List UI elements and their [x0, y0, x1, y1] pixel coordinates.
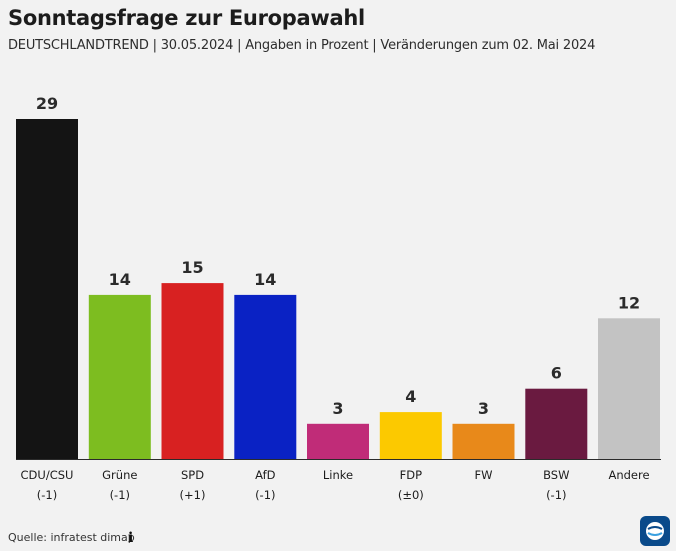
category-label: FDP	[400, 468, 422, 482]
change-label: (-1)	[255, 488, 275, 502]
bar-gr-ne	[88, 294, 151, 459]
value-label: 4	[405, 387, 416, 406]
change-label: (±0)	[398, 488, 424, 502]
bar-afd	[234, 294, 297, 459]
bar-andere	[598, 318, 660, 459]
value-label: 29	[36, 94, 58, 113]
category-label: FW	[475, 468, 493, 482]
change-label: (-1)	[110, 488, 130, 502]
category-label: BSW	[543, 468, 569, 482]
source-note: Quelle: infratest dimap	[8, 531, 135, 544]
bar-cdu-csu	[16, 119, 78, 459]
value-label: 14	[254, 270, 276, 289]
chart-subtitle: DEUTSCHLANDTREND | 30.05.2024 | Angaben …	[8, 38, 596, 53]
value-label: 12	[618, 293, 640, 312]
bar-fdp	[379, 412, 442, 459]
category-label: CDU/CSU	[21, 468, 74, 482]
value-label: 15	[181, 258, 203, 277]
value-label: 3	[332, 399, 343, 418]
change-label: (+1)	[180, 488, 206, 502]
value-label: 3	[478, 399, 489, 418]
bar-bsw	[525, 388, 588, 459]
value-label: 6	[551, 364, 562, 383]
info-icon[interactable]: i	[128, 530, 134, 546]
category-label: SPD	[181, 468, 204, 482]
bar-fw	[452, 423, 515, 459]
change-label: (-1)	[37, 488, 57, 502]
category-label: Grüne	[102, 468, 137, 482]
category-label: AfD	[255, 468, 276, 482]
category-label: Linke	[323, 468, 353, 482]
value-label: 14	[109, 270, 131, 289]
bar-spd	[161, 283, 224, 459]
bars-group	[16, 119, 660, 459]
chart-title: Sonntagsfrage zur Europawahl	[8, 6, 365, 30]
labels-group: 29 CDU/CSU (-1) 14 Grüne (-1) 15 SPD (+1) 14 AfD (-…	[21, 94, 650, 502]
tagesschau-logo-icon	[640, 516, 670, 546]
bar-linke	[307, 423, 369, 459]
category-label: Andere	[608, 468, 649, 482]
globe-icon	[646, 522, 664, 540]
change-label: (-1)	[546, 488, 566, 502]
